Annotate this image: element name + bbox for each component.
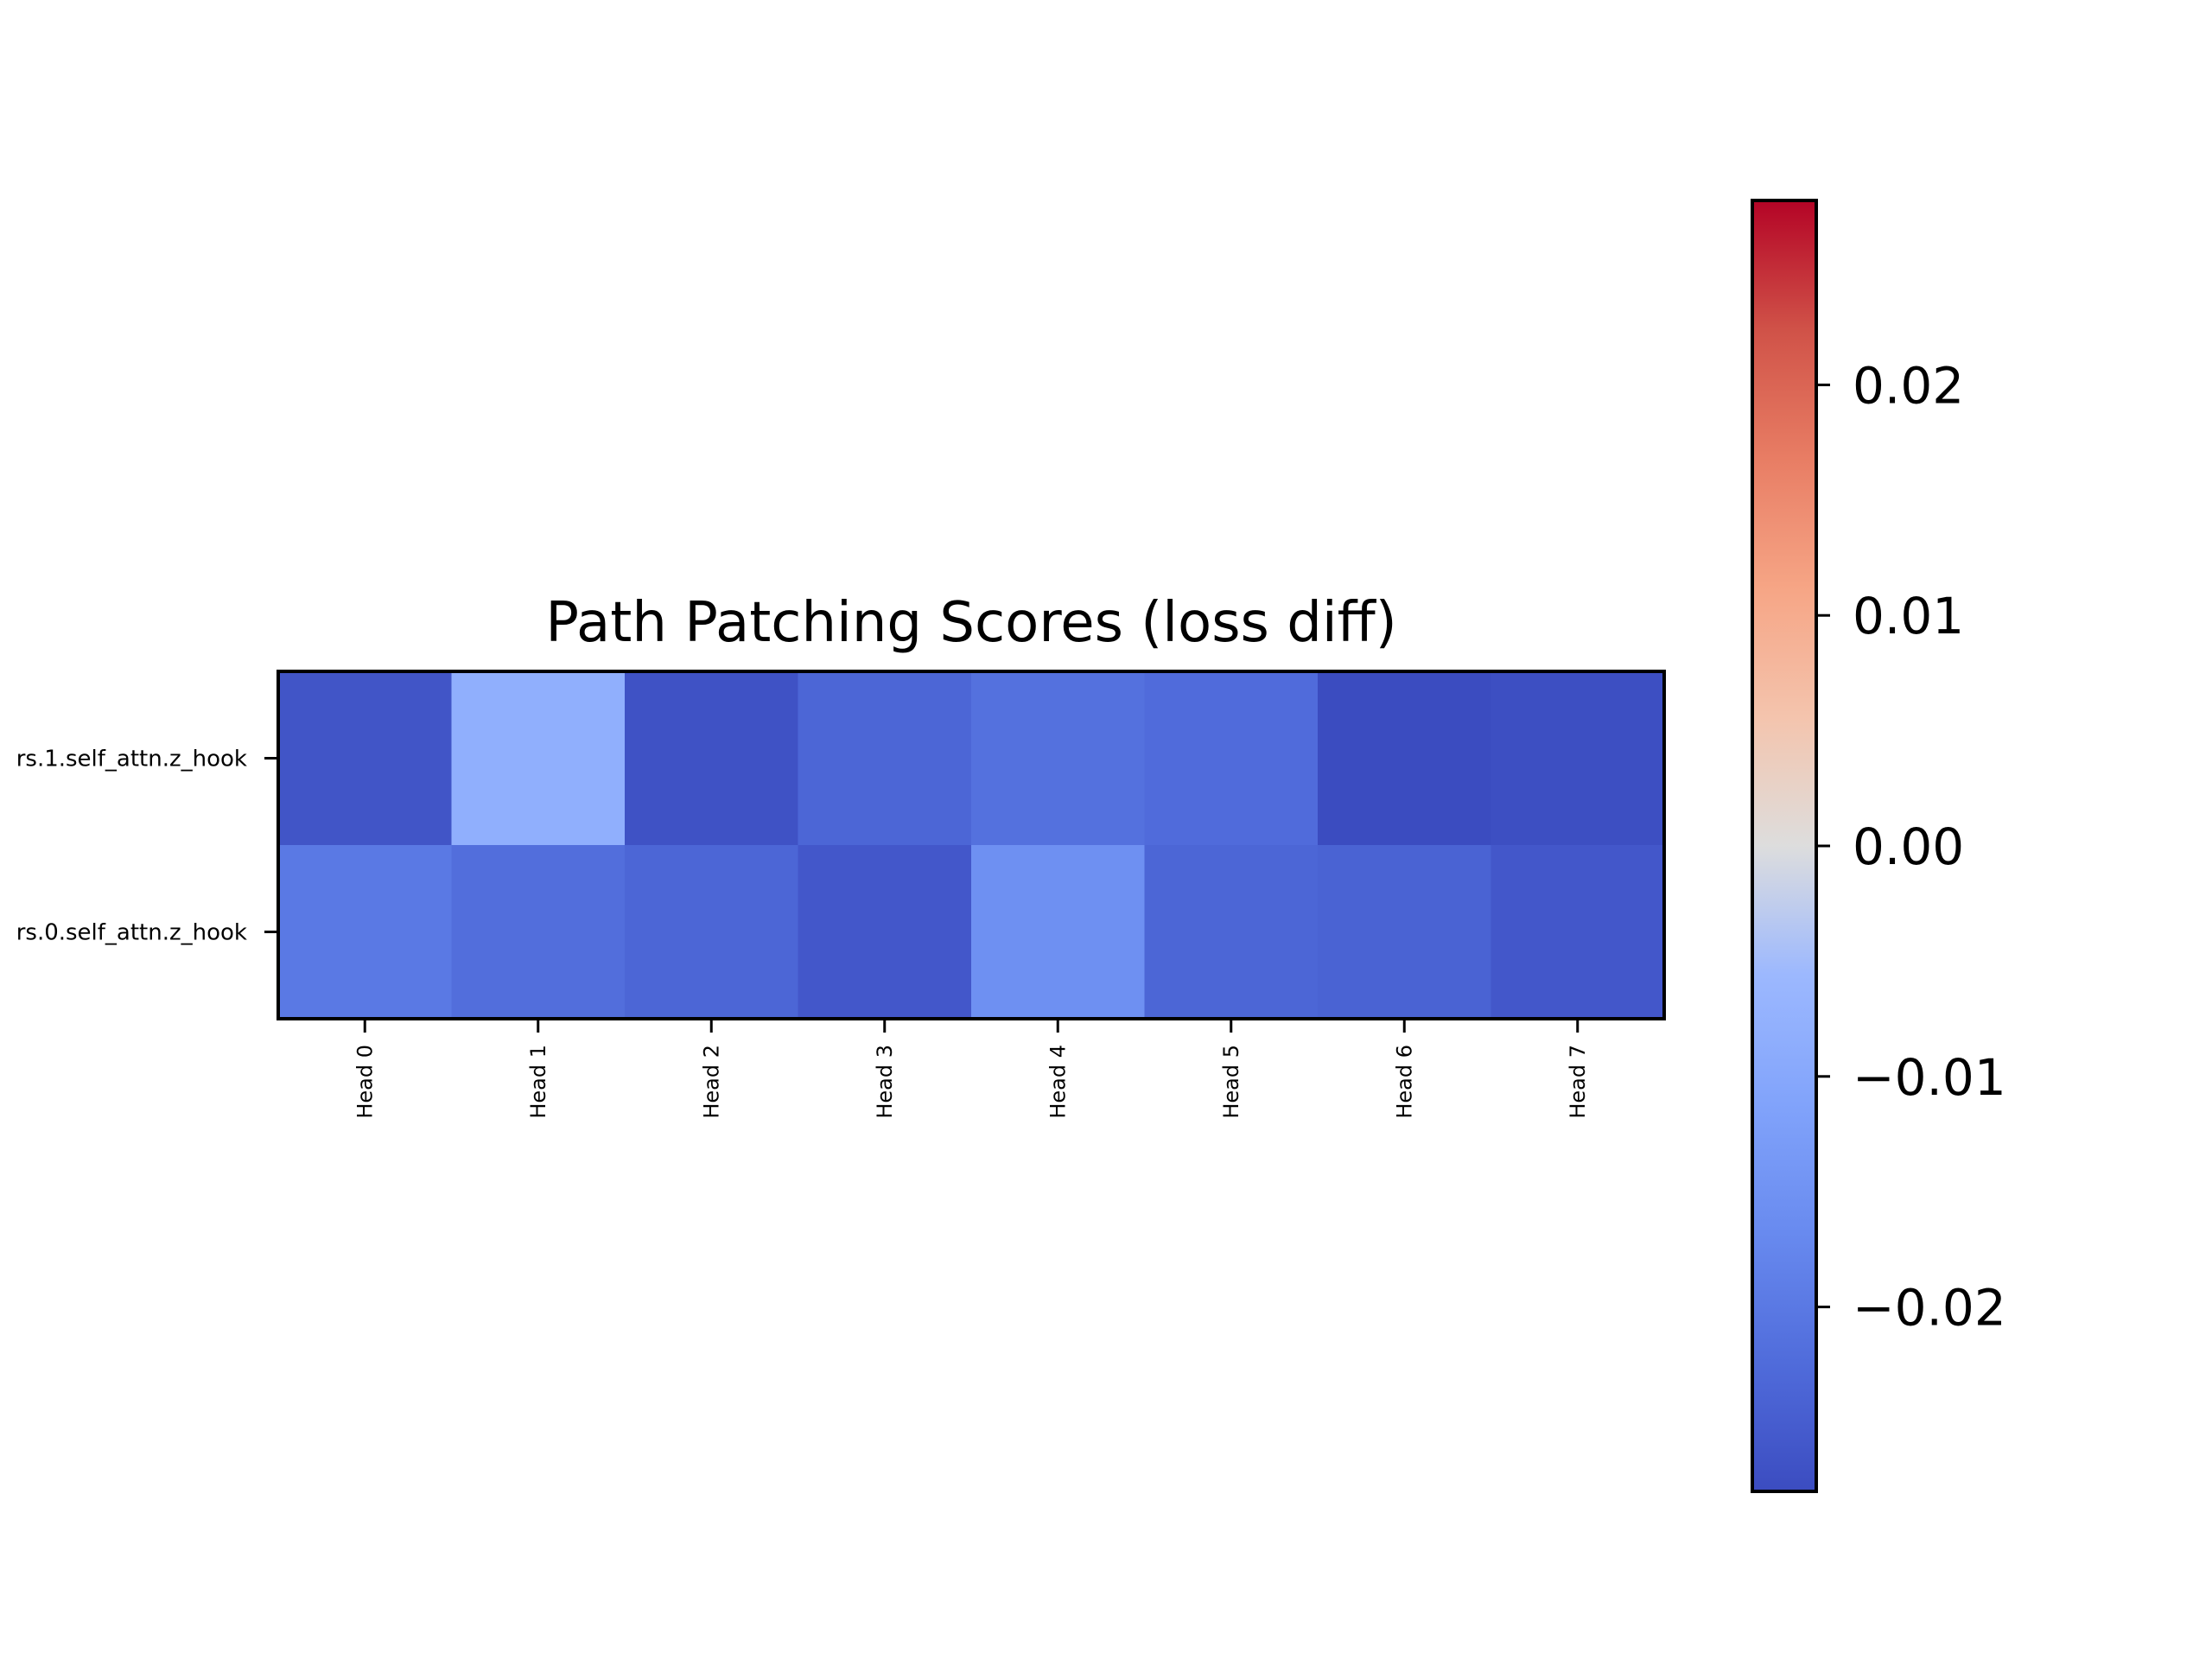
- heatmap-cell: [1318, 671, 1491, 846]
- x-tick-label: Head 6: [1392, 1045, 1416, 1119]
- heatmap-cell: [625, 671, 798, 846]
- colorbar: [1752, 200, 1816, 1491]
- x-tick-label: Head 5: [1219, 1045, 1243, 1119]
- colorbar-tick-label: −0.02: [1853, 1279, 2006, 1338]
- colorbar-tick-label: 0.02: [1853, 356, 1964, 415]
- x-tick-label: Head 3: [873, 1045, 897, 1119]
- heatmap-cell: [971, 845, 1145, 1020]
- heatmap-cell: [452, 671, 626, 846]
- x-tick-label: Head 7: [1566, 1045, 1590, 1119]
- heatmap-cell: [1145, 845, 1319, 1020]
- colorbar-tick-label: 0.01: [1853, 587, 1964, 645]
- heatmap-cell: [971, 671, 1145, 846]
- heatmap-cell: [278, 845, 452, 1020]
- x-tick-label: Head 2: [699, 1045, 723, 1119]
- colorbar-tick-label: −0.01: [1853, 1048, 2006, 1107]
- heatmap-cell: [625, 845, 798, 1020]
- x-tick-label: Head 0: [353, 1045, 377, 1119]
- heatmap-cell: [278, 671, 452, 846]
- heatmap-cells: [278, 671, 1665, 1020]
- x-tick-label: Head 1: [526, 1045, 550, 1119]
- heatmap-cell: [1145, 671, 1319, 846]
- heatmap-cell: [1318, 845, 1491, 1020]
- colorbar-axis: 0.02 0.01 0.00 −0.01 −0.02: [1816, 356, 2006, 1337]
- y-tick-label: rs.0.self_attn.z_hook: [16, 920, 247, 946]
- x-tick-label: Head 4: [1046, 1045, 1070, 1119]
- heatmap-cell: [1491, 845, 1665, 1020]
- x-axis: Head 0 Head 1 Head 2 Head 3 Head 4 Head 5 Head…: [353, 1019, 1590, 1119]
- heatmap-cell: [1491, 671, 1665, 846]
- chart-title: Path Patching Scores (loss diff): [545, 591, 1396, 655]
- colorbar-tick-label: 0.00: [1853, 817, 1964, 876]
- y-tick-label: rs.1.self_attn.z_hook: [16, 747, 247, 772]
- heatmap-cell: [452, 845, 626, 1020]
- heatmap-cell: [798, 671, 972, 846]
- heatmap-cell: [798, 845, 972, 1020]
- y-axis: rs.1.self_attn.z_hook rs.0.self_attn.z_ho…: [16, 747, 278, 946]
